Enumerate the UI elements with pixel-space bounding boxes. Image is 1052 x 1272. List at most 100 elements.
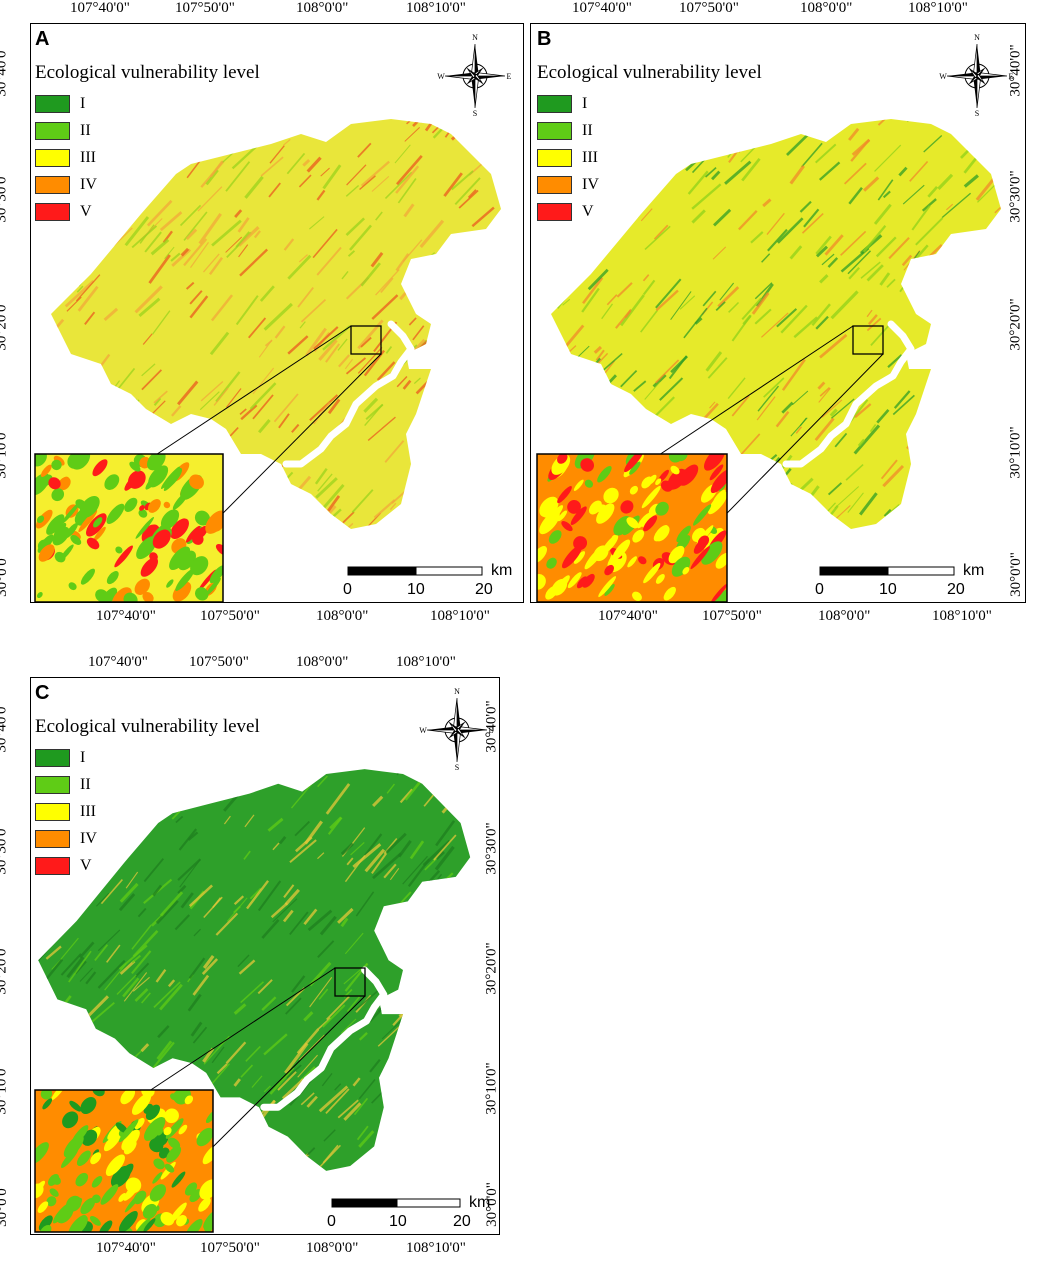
inset-patch	[163, 1126, 172, 1136]
raster-streak	[45, 945, 62, 960]
raster-streak	[875, 87, 883, 97]
raster-streak	[206, 769, 235, 775]
raster-streak	[122, 178, 140, 200]
inset-patch	[48, 1174, 59, 1186]
raster-streak	[345, 217, 366, 236]
raster-streak	[761, 253, 771, 263]
raster-streak	[741, 297, 762, 320]
bottom-lon-tick-2: 107°50'0"	[200, 1240, 260, 1256]
legend-item-iv: IV	[537, 175, 599, 195]
raster-streak	[471, 206, 495, 228]
raster-streak	[642, 274, 650, 282]
raster-streak	[273, 393, 299, 423]
raster-streak	[317, 678, 323, 685]
raster-streak	[898, 59, 908, 68]
raster-streak	[141, 363, 156, 377]
raster-streak	[142, 333, 153, 345]
raster-streak	[193, 928, 201, 937]
raster-streak	[150, 1041, 175, 1071]
raster-streak	[258, 737, 283, 762]
raster-streak	[64, 279, 95, 308]
raster-streak	[327, 398, 341, 415]
raster-streak	[185, 281, 195, 290]
inset-patch	[100, 1184, 119, 1205]
inset-patch	[598, 576, 617, 598]
raster-streak	[427, 1023, 446, 1043]
raster-streak	[402, 1057, 417, 1072]
inset-patch	[118, 1119, 139, 1143]
inset-patch	[38, 1215, 53, 1231]
inset-patch	[655, 574, 665, 584]
raster-streak	[655, 278, 682, 309]
raster-streak	[518, 78, 524, 103]
scale-bar-light	[415, 566, 483, 576]
raster-streak	[337, 1099, 359, 1119]
raster-streak	[346, 996, 361, 1012]
inset-patch	[576, 576, 588, 589]
raster-streak	[405, 535, 414, 544]
raster-streak	[77, 285, 99, 312]
inset-patch	[551, 578, 568, 596]
raster-streak	[996, 502, 1001, 526]
left-lat-tick-2: 30°30'0"	[0, 822, 10, 875]
right-lat-tick-1: 30°40'0"	[483, 700, 500, 753]
inset-patch	[632, 529, 645, 543]
river	[260, 966, 388, 1111]
raster-streak	[245, 1045, 261, 1062]
raster-streak	[620, 429, 642, 451]
inset-patch	[205, 1109, 213, 1124]
raster-streak	[761, 504, 774, 516]
raster-streak	[80, 389, 91, 400]
legend-swatch	[537, 122, 572, 140]
raster-streak	[373, 719, 399, 745]
raster-streak	[371, 294, 399, 320]
raster-streak	[399, 788, 414, 804]
raster-streak	[68, 950, 92, 983]
raster-streak	[109, 130, 119, 143]
raster-streak	[332, 522, 354, 529]
raster-streak	[451, 1164, 466, 1171]
raster-streak	[360, 262, 381, 287]
inset-patch	[123, 1140, 137, 1155]
left-lat-tick-1: 30°40'0"	[0, 700, 10, 753]
raster-streak	[707, 357, 728, 379]
raster-streak	[819, 274, 829, 284]
raster-streak	[581, 362, 592, 374]
raster-streak	[595, 349, 605, 361]
inset-patch	[140, 557, 159, 577]
raster-streak	[205, 769, 226, 771]
raster-streak	[757, 466, 777, 487]
raster-streak	[408, 317, 417, 326]
inset-patch	[143, 1117, 166, 1141]
raster-streak	[451, 1090, 471, 1111]
raster-streak	[104, 1057, 114, 1068]
raster-streak	[286, 730, 299, 747]
raster-streak	[464, 1138, 471, 1166]
raster-streak	[223, 769, 236, 777]
raster-streak	[597, 386, 615, 407]
raster-streak	[819, 387, 831, 397]
raster-streak	[317, 940, 335, 959]
raster-streak	[317, 852, 325, 860]
raster-streak	[270, 722, 293, 742]
raster-streak	[51, 359, 78, 387]
raster-streak	[551, 338, 557, 362]
raster-streak	[258, 339, 273, 358]
raster-streak	[395, 165, 420, 194]
raster-streak	[627, 131, 647, 151]
raster-streak	[484, 1045, 500, 1061]
raster-streak	[603, 393, 622, 410]
top-lon-tick-3: 108°0'0"	[296, 654, 349, 670]
raster-streak	[685, 126, 706, 147]
raster-streak	[811, 126, 819, 135]
top-lon-tick-1: 107°40'0"	[70, 0, 130, 16]
raster-streak	[265, 678, 278, 681]
raster-streak	[307, 909, 333, 932]
raster-streak	[655, 289, 679, 312]
raster-streak	[434, 259, 455, 285]
raster-streak	[229, 486, 258, 512]
inset-patch	[48, 477, 61, 490]
raster-streak	[908, 38, 915, 46]
raster-streak	[310, 31, 318, 42]
inset-patch	[641, 485, 661, 509]
